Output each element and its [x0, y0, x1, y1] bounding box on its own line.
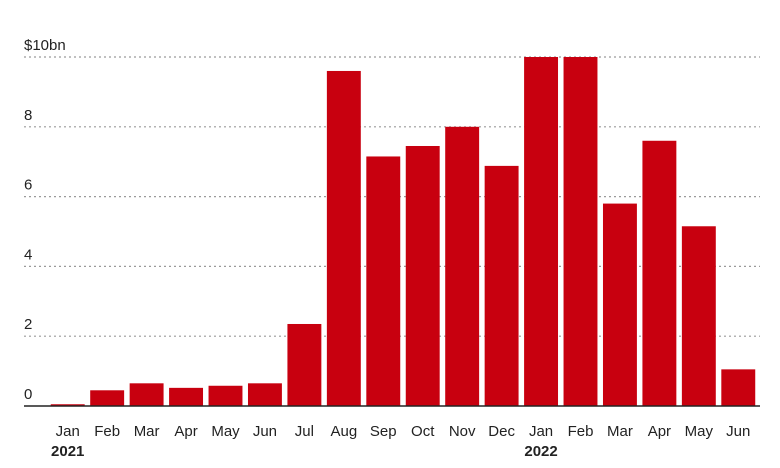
bar	[90, 390, 125, 406]
y-tick-label: $10bn	[24, 37, 66, 54]
y-axis-tick-labels: 0 2 4 6 8 $10bn	[24, 37, 66, 403]
y-tick-label: 4	[24, 246, 32, 263]
x-tick-label: Nov	[449, 423, 476, 440]
x-tick-label: Aug	[330, 423, 357, 440]
x-tick-label: Jan	[56, 423, 80, 440]
x-tick-label: Jan	[529, 423, 553, 440]
x-tick-label: Apr	[174, 423, 197, 440]
bar	[247, 383, 282, 406]
bar	[405, 145, 440, 406]
bar	[524, 57, 559, 406]
year-label: 2022	[524, 443, 557, 460]
bar	[721, 369, 756, 406]
y-tick-label: 0	[24, 386, 32, 403]
bar	[642, 140, 677, 406]
bar	[563, 57, 598, 406]
x-tick-label: Mar	[607, 423, 633, 440]
x-tick-label: Apr	[648, 423, 671, 440]
y-tick-label: 2	[24, 316, 32, 333]
x-tick-label: May	[685, 423, 714, 440]
bar	[681, 226, 716, 406]
x-tick-label: Jun	[253, 423, 277, 440]
y-tick-label: 6	[24, 177, 32, 194]
x-tick-label: Oct	[411, 423, 435, 440]
bar	[129, 383, 164, 406]
year-label: 2021	[51, 443, 84, 460]
bar	[326, 70, 361, 407]
x-tick-label: Jul	[295, 423, 314, 440]
bar	[208, 385, 243, 406]
x-axis-tick-labels: Jan Feb Mar Apr May Jun Jul Aug Sep Oct Nov Dec Jan F…	[56, 423, 751, 440]
x-tick-label: Dec	[488, 423, 515, 440]
bar	[287, 323, 322, 406]
x-tick-label: Feb	[94, 423, 120, 440]
x-tick-label: Mar	[134, 423, 160, 440]
x-tick-label: Jun	[726, 423, 750, 440]
bar	[445, 126, 480, 407]
bars	[50, 57, 756, 407]
x-tick-label: May	[211, 423, 240, 440]
x-tick-label: Feb	[568, 423, 594, 440]
bar	[484, 165, 519, 406]
x-tick-label: Sep	[370, 423, 397, 440]
bar	[602, 203, 637, 406]
year-labels: 2021 2022	[51, 443, 558, 460]
y-tick-label: 8	[24, 107, 32, 124]
bar	[366, 156, 401, 406]
bar	[50, 404, 85, 406]
bar	[169, 387, 204, 406]
